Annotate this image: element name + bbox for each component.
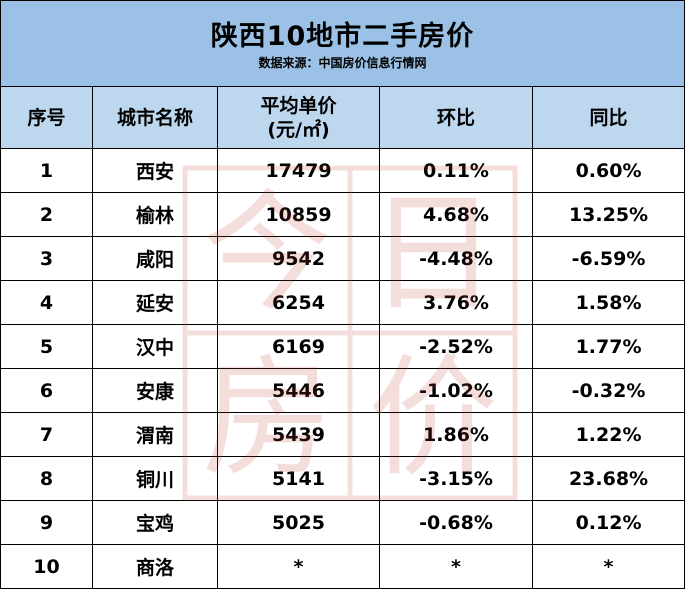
cell-index: 6 — [0, 368, 93, 413]
cell-index: 1 — [0, 148, 93, 193]
cell-index: 9 — [0, 500, 93, 545]
cell-mom: -4.48% — [379, 236, 533, 281]
title-cell: 陕西10地市二手房价 数据来源：中国房价信息行情网 — [0, 0, 685, 87]
cell-yoy: 23.68% — [531, 456, 685, 501]
cell-city: 安康 — [92, 368, 218, 413]
cell-city: 宝鸡 — [92, 500, 218, 545]
cell-city: 商洛 — [92, 544, 218, 589]
header-avg-price-unit: (元/㎡) — [267, 118, 330, 141]
table-row: 1 西安 17479 0.11% 0.60% — [0, 148, 685, 193]
cell-index: 10 — [0, 544, 93, 589]
table-row: 10 商洛 * * * — [0, 544, 685, 589]
cell-index: 4 — [0, 280, 93, 325]
data-source-note: 数据来源：中国房价信息行情网 — [258, 55, 427, 70]
cell-city: 榆林 — [92, 192, 218, 237]
cell-yoy: 1.77% — [531, 324, 685, 369]
cell-city: 渭南 — [92, 412, 218, 457]
header-index: 序号 — [0, 86, 93, 149]
cell-mom: -0.68% — [379, 500, 533, 545]
table-row: 8 铜川 5141 -3.15% 23.68% — [0, 456, 685, 501]
header-mom: 环比 — [379, 86, 533, 149]
cell-mom: * — [379, 544, 533, 589]
cell-mom: 4.68% — [379, 192, 533, 237]
cell-avg-price: 9542 — [217, 236, 380, 281]
cell-mom: 3.76% — [379, 280, 533, 325]
cell-index: 7 — [0, 412, 93, 457]
table-row: 9 宝鸡 5025 -0.68% 0.12% — [0, 500, 685, 545]
cell-yoy: 13.25% — [531, 192, 685, 237]
table-body: 1 西安 17479 0.11% 0.60% 2 榆林 10859 4.68% 13.25% 3 咸阳… — [0, 148, 685, 589]
cell-yoy: 0.60% — [531, 148, 685, 193]
cell-index: 5 — [0, 324, 93, 369]
header-avg-price-label: 平均单价 — [260, 94, 337, 117]
cell-yoy: 1.58% — [531, 280, 685, 325]
header-city: 城市名称 — [92, 86, 218, 149]
cell-index: 2 — [0, 192, 93, 237]
table-row: 6 安康 5446 -1.02% -0.32% — [0, 368, 685, 413]
cell-mom: -2.52% — [379, 324, 533, 369]
cell-avg-price: 5439 — [217, 412, 380, 457]
cell-mom: -1.02% — [379, 368, 533, 413]
cell-city: 铜川 — [92, 456, 218, 501]
cell-mom: -3.15% — [379, 456, 533, 501]
cell-avg-price: 5446 — [217, 368, 380, 413]
cell-avg-price: 5141 — [217, 456, 380, 501]
table-row: 7 渭南 5439 1.86% 1.22% — [0, 412, 685, 457]
cell-city: 汉中 — [92, 324, 218, 369]
cell-yoy: 1.22% — [531, 412, 685, 457]
cell-avg-price: 5025 — [217, 500, 380, 545]
cell-yoy: * — [531, 544, 685, 589]
cell-index: 3 — [0, 236, 93, 281]
table-row: 4 延安 6254 3.76% 1.58% — [0, 280, 685, 325]
cell-city: 西安 — [92, 148, 218, 193]
cell-avg-price: 17479 — [217, 148, 380, 193]
cell-index: 8 — [0, 456, 93, 501]
cell-avg-price: 6169 — [217, 324, 380, 369]
cell-city: 咸阳 — [92, 236, 218, 281]
cell-avg-price: * — [217, 544, 380, 589]
table-row: 5 汉中 6169 -2.52% 1.77% — [0, 324, 685, 369]
header-row: 序号 城市名称 平均单价 (元/㎡) 环比 同比 — [0, 86, 685, 149]
cell-yoy: 0.12% — [531, 500, 685, 545]
cell-mom: 0.11% — [379, 148, 533, 193]
cell-yoy: -0.32% — [531, 368, 685, 413]
cell-city: 延安 — [92, 280, 218, 325]
table-row: 2 榆林 10859 4.68% 13.25% — [0, 192, 685, 237]
header-avg-price: 平均单价 (元/㎡) — [217, 86, 380, 149]
cell-mom: 1.86% — [379, 412, 533, 457]
page-title: 陕西10地市二手房价 — [210, 20, 475, 52]
header-yoy: 同比 — [531, 86, 685, 149]
cell-yoy: -6.59% — [531, 236, 685, 281]
table-row: 3 咸阳 9542 -4.48% -6.59% — [0, 236, 685, 281]
cell-avg-price: 10859 — [217, 192, 380, 237]
cell-avg-price: 6254 — [217, 280, 380, 325]
